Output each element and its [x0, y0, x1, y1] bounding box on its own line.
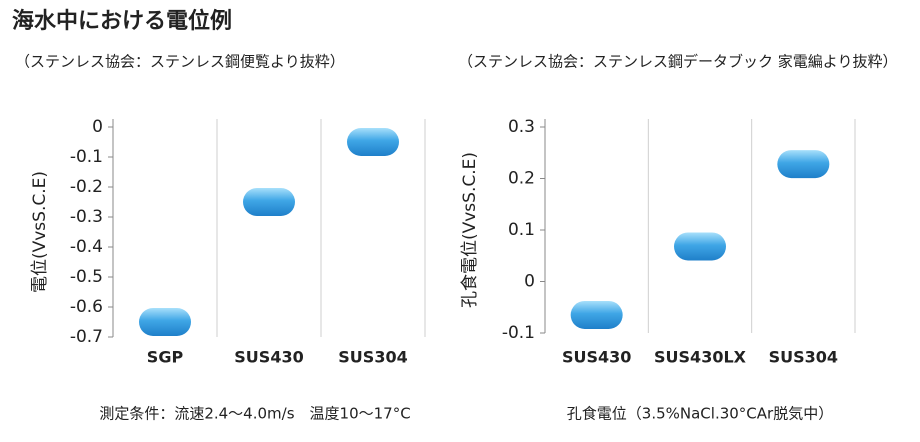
y-tick-label: -0.4	[70, 237, 103, 257]
y-axis-label: 孔食電位(VvsS.C.E)	[460, 152, 480, 308]
y-tick-label: -0.1	[70, 147, 103, 167]
chart-subtitle: （ステンレス協会：ステンレス鋼データブック 家電編より抜粋）	[458, 53, 897, 71]
data-pill	[777, 150, 830, 179]
x-tick-label: SUS304	[769, 348, 838, 367]
x-tick-label: SUS430	[562, 348, 631, 367]
y-tick-label: -0.6	[70, 297, 103, 317]
chart-note: 孔食電位（3.5%NaCl.30°CAr脱気中）	[567, 405, 833, 423]
y-tick-label: -0.5	[70, 267, 103, 287]
y-tick-label: 0.1	[508, 220, 535, 240]
y-tick-label: 0	[524, 272, 535, 292]
y-tick-label: 0.3	[508, 117, 535, 137]
data-pill	[674, 232, 726, 261]
x-tick-label: SGP	[147, 348, 184, 367]
page-title: 海水中における電位例	[12, 8, 232, 34]
chart-subtitle: （ステンレス協会：ステンレス鋼便覧より抜粋）	[15, 53, 345, 71]
y-tick-label: -0.7	[70, 327, 103, 347]
chart-note: 測定条件：流速2.4～4.0m/s 温度10～17°C	[99, 405, 410, 423]
y-tick-label: 0.2	[508, 169, 535, 189]
y-tick-label: 0	[92, 117, 103, 137]
x-tick-label: SUS430	[234, 348, 303, 367]
y-axis-label: 電位(VvsS.C.E)	[30, 171, 50, 293]
data-pill	[570, 300, 623, 329]
x-tick-label: SUS430LX	[654, 348, 747, 367]
data-pill	[347, 128, 399, 156]
y-tick-label: -0.2	[70, 177, 103, 197]
data-pill	[243, 188, 295, 216]
data-pill	[139, 308, 191, 336]
y-tick-label: -0.1	[502, 323, 535, 343]
y-tick-label: -0.3	[70, 207, 103, 227]
x-tick-label: SUS304	[338, 348, 407, 367]
